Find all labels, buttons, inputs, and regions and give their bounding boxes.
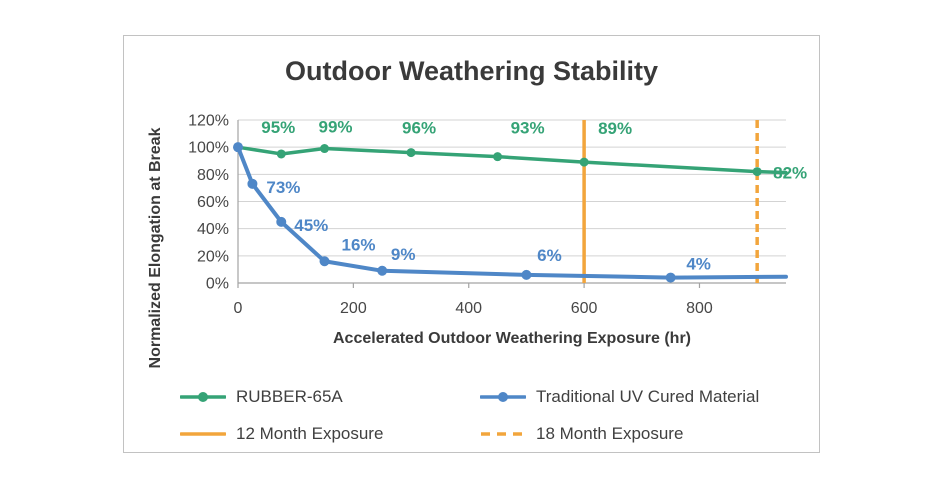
legend-item-18-month-exposure: 18 Month Exposure bbox=[480, 424, 683, 444]
plot-area: 0% 20% 40% 60% 80% 100% 120% 0 200 400 600 800 95% 99… bbox=[188, 113, 807, 318]
legend-item-12-month-exposure: 12 Month Exposure bbox=[180, 424, 383, 444]
svg-text:120%: 120% bbox=[188, 113, 229, 130]
legend-item-rubber-65a: RUBBER-65A bbox=[180, 387, 343, 407]
svg-text:93%: 93% bbox=[511, 119, 545, 138]
svg-text:95%: 95% bbox=[261, 118, 295, 137]
svg-text:45%: 45% bbox=[294, 216, 328, 235]
svg-text:0%: 0% bbox=[206, 276, 229, 293]
svg-text:100%: 100% bbox=[188, 140, 229, 157]
legend-item-traditional-uv: Traditional UV Cured Material bbox=[480, 387, 759, 407]
svg-text:80%: 80% bbox=[197, 167, 229, 184]
svg-text:40%: 40% bbox=[197, 221, 229, 238]
svg-text:600: 600 bbox=[571, 300, 598, 317]
svg-text:0: 0 bbox=[234, 300, 243, 317]
svg-text:89%: 89% bbox=[598, 119, 632, 138]
legend-label: 12 Month Exposure bbox=[236, 424, 384, 443]
svg-text:800: 800 bbox=[686, 300, 713, 317]
svg-text:82%: 82% bbox=[773, 164, 807, 183]
svg-text:20%: 20% bbox=[197, 248, 229, 265]
chart-title: Outdoor Weathering Stability bbox=[284, 56, 659, 86]
y-axis-title: Normalized Elongation at Break bbox=[147, 127, 164, 369]
svg-text:6%: 6% bbox=[537, 246, 562, 265]
svg-text:400: 400 bbox=[455, 300, 482, 317]
svg-text:96%: 96% bbox=[402, 119, 436, 138]
legend-label: RUBBER-65A bbox=[236, 387, 343, 406]
chart-frame: Outdoor Weathering Stability 0% 20% 40% 60%… bbox=[123, 35, 820, 453]
svg-text:200: 200 bbox=[340, 300, 367, 317]
svg-text:60%: 60% bbox=[197, 194, 229, 211]
legend-label: Traditional UV Cured Material bbox=[536, 387, 760, 406]
svg-text:99%: 99% bbox=[319, 118, 353, 137]
legend-swatch-blue-line-icon bbox=[480, 392, 526, 402]
svg-text:4%: 4% bbox=[686, 255, 711, 274]
legend-swatch-green-line-icon bbox=[180, 392, 226, 402]
svg-text:73%: 73% bbox=[266, 178, 300, 197]
legend-swatch-orange-solid-icon bbox=[180, 432, 226, 436]
legend-swatch-orange-dashed-icon bbox=[481, 432, 525, 436]
legend-label: 18 Month Exposure bbox=[536, 424, 684, 443]
x-axis-title: Accelerated Outdoor Weathering Exposure … bbox=[333, 330, 691, 347]
svg-text:16%: 16% bbox=[342, 235, 376, 254]
svg-text:9%: 9% bbox=[391, 245, 416, 264]
